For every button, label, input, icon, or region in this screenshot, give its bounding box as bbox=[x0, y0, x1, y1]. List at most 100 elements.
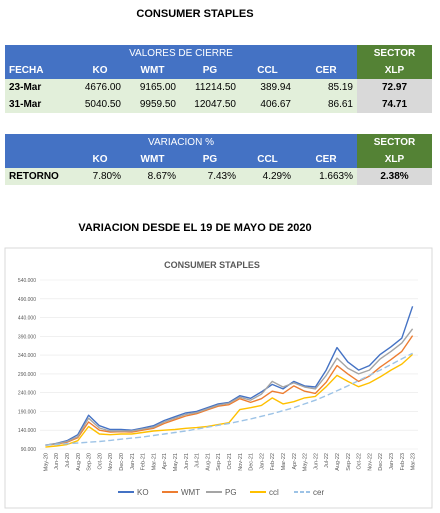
column-header: CER bbox=[295, 62, 357, 79]
table-header: VALORES DE CIERRE bbox=[5, 45, 357, 62]
x-tick-label: Jun-20 bbox=[54, 453, 60, 470]
table-cell: 7.80% bbox=[75, 168, 125, 185]
x-tick-label: Dec-22 bbox=[378, 453, 384, 471]
sector-header: SECTOR bbox=[357, 134, 432, 151]
y-tick-label: 90.000 bbox=[21, 447, 37, 453]
table-cell: 9959.50 bbox=[125, 96, 180, 113]
legend-label: KO bbox=[137, 488, 149, 497]
subtitle: VARIACION DESDE EL 19 DE MAYO DE 2020 bbox=[78, 222, 312, 234]
table-cell: 8.67% bbox=[125, 168, 180, 185]
x-tick-label: Jun-22 bbox=[313, 453, 319, 470]
y-tick-label: 240.000 bbox=[18, 391, 36, 397]
column-header: CCL bbox=[240, 62, 295, 79]
table-cell: 72.97 bbox=[357, 79, 432, 96]
column-header: CCL bbox=[240, 151, 295, 168]
series-line bbox=[45, 352, 413, 446]
page-title: CONSUMER STAPLES bbox=[136, 8, 254, 20]
x-tick-label: May-21 bbox=[173, 453, 179, 471]
table-cell: 74.71 bbox=[357, 96, 432, 113]
x-tick-label: Sep-20 bbox=[87, 453, 93, 471]
x-tick-label: Feb-23 bbox=[400, 453, 406, 470]
x-tick-label: May-22 bbox=[303, 453, 309, 471]
column-header: PG bbox=[180, 151, 240, 168]
x-tick-label: Jan-22 bbox=[259, 453, 265, 470]
x-tick-label: Nov-21 bbox=[238, 453, 244, 471]
series-line bbox=[45, 353, 414, 448]
table-cell: 11214.50 bbox=[180, 79, 240, 96]
column-header: PG bbox=[180, 62, 240, 79]
table-cell: 4.29% bbox=[240, 168, 295, 185]
x-tick-label: Dec-20 bbox=[119, 453, 125, 471]
table-cell: 7.43% bbox=[180, 168, 240, 185]
legend-label: ccl bbox=[269, 488, 279, 497]
table-cell: 2.38% bbox=[357, 168, 432, 185]
table-cell: 5040.50 bbox=[75, 96, 125, 113]
chart-frame bbox=[4, 247, 433, 509]
y-tick-label: 440.000 bbox=[18, 316, 36, 322]
x-tick-label: Oct-22 bbox=[357, 453, 363, 470]
x-tick-label: Nov-20 bbox=[108, 453, 114, 471]
x-tick-label: Nov-22 bbox=[367, 453, 373, 471]
column-header bbox=[5, 151, 75, 168]
y-tick-label: 190.000 bbox=[18, 409, 36, 415]
x-tick-label: Aug-21 bbox=[205, 453, 211, 471]
x-tick-label: Jun-21 bbox=[184, 453, 190, 470]
sector-header: SECTOR bbox=[357, 45, 432, 62]
x-tick-label: Mar-21 bbox=[151, 453, 157, 470]
legend-label: WMT bbox=[181, 488, 200, 497]
x-tick-label: Apr-21 bbox=[162, 453, 168, 470]
x-tick-label: Oct-21 bbox=[227, 453, 233, 470]
table-cell: 85.19 bbox=[295, 79, 357, 96]
table-cell: 23-Mar bbox=[5, 79, 75, 96]
y-tick-label: 490.000 bbox=[18, 297, 36, 303]
legend-label: PG bbox=[225, 488, 237, 497]
column-header: KO bbox=[75, 62, 125, 79]
y-tick-label: 540.000 bbox=[18, 278, 36, 284]
table-cell: 9165.00 bbox=[125, 79, 180, 96]
x-tick-label: Jan-23 bbox=[389, 453, 395, 470]
x-tick-label: Aug-22 bbox=[335, 453, 341, 471]
table-cell: 4676.00 bbox=[75, 79, 125, 96]
table-cell: 31-Mar bbox=[5, 96, 75, 113]
y-tick-label: 290.000 bbox=[18, 372, 36, 378]
x-tick-label: Mar-23 bbox=[411, 453, 417, 470]
column-header: XLP bbox=[357, 62, 432, 79]
legend-label: cer bbox=[313, 488, 324, 497]
series-line bbox=[45, 328, 414, 446]
column-header: WMT bbox=[125, 151, 180, 168]
tables: VALORES DE CIERRE SECTOR FECHA KO WMT PG CCL CE… bbox=[0, 0, 440, 200]
x-tick-label: Sep-21 bbox=[216, 453, 222, 471]
series-line bbox=[45, 335, 414, 446]
y-tick-label: 390.000 bbox=[18, 334, 36, 340]
x-tick-label: Dec-21 bbox=[249, 453, 255, 471]
column-header: FECHA bbox=[5, 62, 75, 79]
table-cell: 406.67 bbox=[240, 96, 295, 113]
x-tick-label: Aug-20 bbox=[76, 453, 82, 471]
x-tick-label: Feb-21 bbox=[141, 453, 147, 470]
table-cell: 389.94 bbox=[240, 79, 295, 96]
table-cell: 86.61 bbox=[295, 96, 357, 113]
x-tick-label: Jul-20 bbox=[65, 453, 71, 468]
column-header: XLP bbox=[357, 151, 432, 168]
x-tick-label: Sep-22 bbox=[346, 453, 352, 471]
table-cell: RETORNO bbox=[5, 168, 75, 185]
column-header: CER bbox=[295, 151, 357, 168]
x-tick-label: Feb-22 bbox=[270, 453, 276, 470]
x-tick-label: May-20 bbox=[43, 453, 49, 471]
x-tick-label: Mar-22 bbox=[281, 453, 287, 470]
y-tick-label: 340.000 bbox=[18, 353, 36, 359]
y-tick-label: 140.000 bbox=[18, 428, 36, 434]
x-tick-label: Jul-22 bbox=[324, 453, 330, 468]
table-header: VARIACION % bbox=[5, 134, 357, 151]
x-tick-label: Jul-21 bbox=[195, 453, 201, 468]
table-cell: 12047.50 bbox=[180, 96, 240, 113]
column-header: WMT bbox=[125, 62, 180, 79]
x-tick-label: Apr-22 bbox=[292, 453, 298, 470]
column-header: KO bbox=[75, 151, 125, 168]
x-tick-label: Jan-21 bbox=[130, 453, 136, 470]
chart-title: CONSUMER STAPLES bbox=[164, 260, 260, 270]
x-tick-label: Oct-20 bbox=[97, 453, 103, 470]
table-cell: 1.663% bbox=[295, 168, 357, 185]
